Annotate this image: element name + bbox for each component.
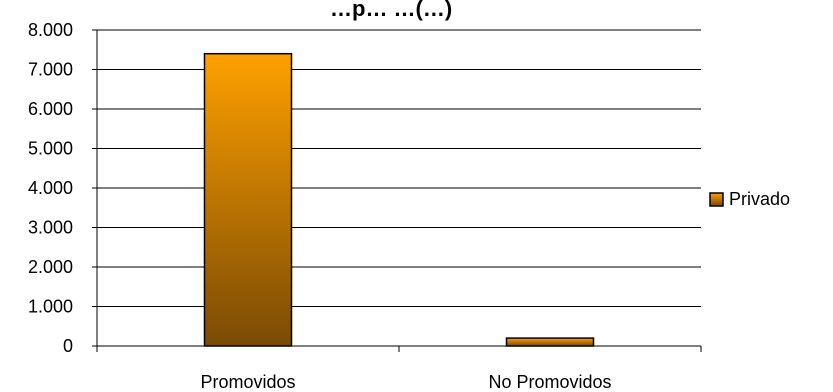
legend: Privado (709, 189, 790, 209)
bar-promovidos (203, 52, 293, 347)
y-tick-label: 2.000 (28, 257, 73, 277)
y-tick-label: 0 (63, 336, 73, 356)
x-category-label: No Promovidos (488, 372, 611, 392)
y-tick-label: 4.000 (28, 178, 73, 198)
legend-swatch-privado (709, 192, 724, 207)
x-category-label: Promovidos (200, 372, 295, 392)
y-axis-ticks: 0 1.000 2.000 3.000 4.000 5.000 6.000 7.000 8.00… (28, 20, 73, 356)
legend-label-privado: Privado (729, 189, 790, 209)
y-tick-label: 7.000 (28, 60, 73, 80)
y-tick-label: 6.000 (28, 99, 73, 119)
chart-title: …p… …(…) (330, 0, 452, 21)
y-tick-label: 8.000 (28, 20, 73, 40)
gridlines (97, 29, 701, 307)
y-tick-label: 1.000 (28, 297, 73, 317)
y-tick-label: 3.000 (28, 218, 73, 238)
axes (92, 29, 702, 352)
bars (203, 52, 595, 347)
y-tick-label: 5.000 (28, 139, 73, 159)
x-axis-labels: Promovidos No Promovidos (200, 372, 611, 392)
bar-no-promovidos (505, 337, 595, 347)
